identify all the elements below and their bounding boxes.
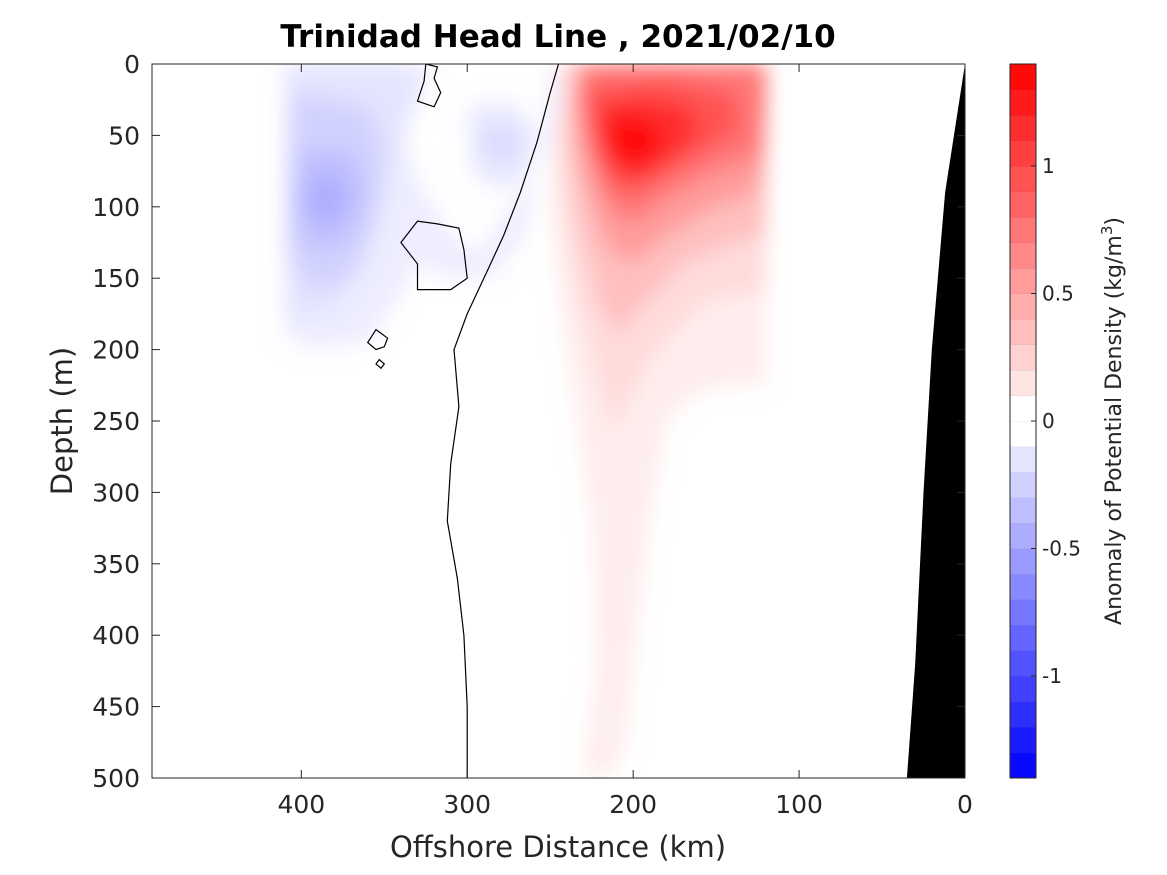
y-tick-label: 200 (92, 336, 140, 365)
colorbar-swatch (1010, 166, 1036, 192)
anomaly-level-4 (309, 175, 348, 222)
anomaly-field (284, 64, 766, 778)
zero-contour-loop-3 (375, 358, 386, 370)
zero-contour-line (446, 64, 560, 778)
colorbar: 1 0.5 0 -0.5 -1 (1009, 63, 1081, 779)
colorbar-tick-label: 0.5 (1042, 282, 1074, 306)
colorbar-label: Anomaly of Potential Density (kg/m3) (1098, 217, 1127, 625)
colorbar-swatch (1010, 472, 1036, 498)
colorbar-swatch (1010, 64, 1036, 90)
x-tick-label: 200 (609, 790, 657, 819)
colorbar-tick-label: -1 (1042, 664, 1062, 688)
colorbar-swatch (1010, 650, 1036, 677)
zero-contour-loop-0 (416, 64, 442, 108)
y-axis-label: Depth (m) (45, 347, 79, 495)
anomaly-level-6 (480, 124, 524, 167)
y-tick-label: 450 (92, 693, 140, 722)
y-tick-label: 0 (124, 50, 140, 79)
zero-contour (366, 64, 560, 778)
x-tick-label: 300 (443, 790, 491, 819)
colorbar-swatch (1010, 370, 1036, 396)
colorbar-swatch (1010, 344, 1036, 371)
anomaly-levels (284, 64, 766, 778)
chart-title: Trinidad Head Line , 2021/02/10 (280, 19, 835, 55)
anomaly-level-14 (603, 115, 663, 167)
y-tick-label: 250 (92, 407, 140, 436)
zero-contour-loop-2 (366, 328, 389, 351)
colorbar-swatch (1010, 446, 1036, 473)
colorbar-swatch (1010, 89, 1036, 116)
colorbar-tick-label: 0 (1042, 409, 1055, 433)
y-tick-label: 400 (92, 621, 140, 650)
colorbar-tick-label: -0.5 (1042, 537, 1081, 561)
colorbar-swatch (1010, 191, 1036, 218)
colorbar-tick-label: 1 (1042, 154, 1055, 178)
colorbar-swatch (1010, 497, 1036, 524)
colorbar-swatch (1010, 548, 1036, 575)
colorbar-swatch (1010, 115, 1036, 141)
y-axis: 0 50 100 150 200 250 300 350 400 450 500 (92, 50, 965, 793)
x-axis-label: Offshore Distance (km) (390, 830, 726, 864)
colorbar-swatch (1010, 676, 1036, 702)
y-tick-label: 300 (92, 478, 140, 507)
x-axis: 400 300 200 100 0 (277, 64, 973, 819)
colorbar-swatch (1010, 293, 1036, 320)
colorbar-swatch (1010, 217, 1036, 243)
colorbar-swatch (1010, 421, 1036, 447)
colorbar-swatch (1010, 395, 1036, 422)
colorbar-swatch (1010, 752, 1036, 779)
colorbar-swatch (1010, 599, 1036, 626)
zero-contour-loop-1 (400, 220, 468, 291)
colorbar-swatch (1010, 242, 1036, 269)
colorbar-swatch (1010, 574, 1036, 600)
colorbar-swatch (1010, 319, 1036, 345)
x-tick-label: 100 (775, 790, 823, 819)
y-tick-label: 50 (108, 121, 140, 150)
bathymetry-fill (906, 64, 965, 778)
x-tick-label: 400 (277, 790, 325, 819)
colorbar-swatch (1010, 140, 1036, 167)
colorbar-swatch (1010, 701, 1036, 728)
colorbar-swatch (1010, 727, 1036, 753)
y-tick-label: 350 (92, 550, 140, 579)
colorbar-swatch (1010, 268, 1036, 294)
y-tick-label: 500 (92, 764, 140, 793)
colorbar-swatch (1010, 625, 1036, 651)
colorbar-swatch (1010, 523, 1036, 549)
x-tick-label: 0 (957, 790, 973, 819)
y-tick-label: 150 (92, 264, 140, 293)
y-tick-label: 100 (92, 193, 140, 222)
bathymetry (906, 64, 965, 778)
